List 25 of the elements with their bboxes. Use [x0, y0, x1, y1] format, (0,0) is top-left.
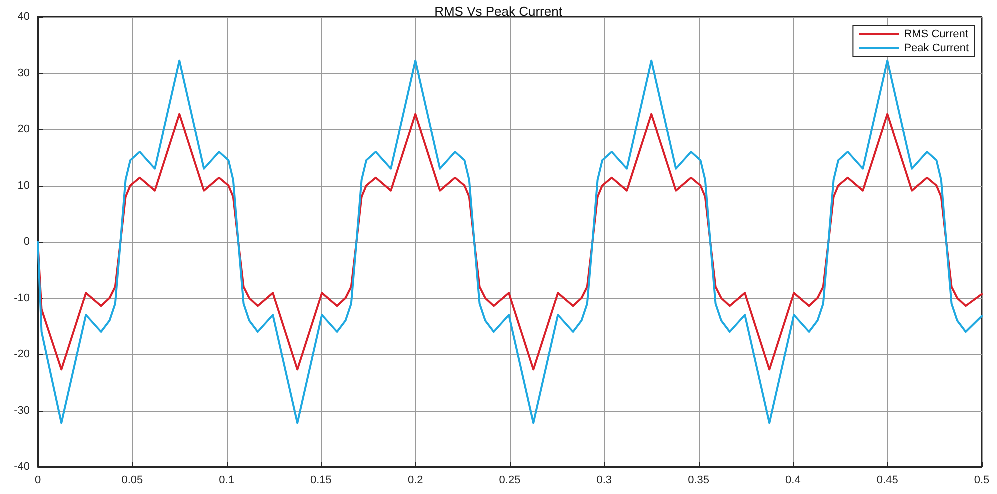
legend-label: Peak Current — [904, 42, 970, 54]
legend-label: RMS Current — [904, 28, 968, 40]
x-tick-label: 0.1 — [219, 474, 234, 486]
y-tick-label: -10 — [14, 292, 30, 304]
x-tick-label: 0.5 — [974, 474, 990, 486]
y-tick-label: 10 — [18, 180, 30, 192]
x-tick-label: 0.2 — [408, 474, 424, 486]
y-tick-label: -40 — [14, 461, 30, 473]
y-tick-label: 30 — [18, 67, 30, 80]
x-tick-label: 0.05 — [122, 474, 144, 486]
y-tick-label: 20 — [18, 124, 30, 136]
x-tick-label: 0.4 — [786, 474, 801, 486]
line-series — [37, 113, 983, 371]
x-tick-label: 0.45 — [876, 474, 898, 486]
x-tick-label: 0.3 — [596, 474, 612, 486]
chart-title: RMS Vs Peak Current — [434, 4, 563, 19]
line-series — [37, 60, 983, 424]
x-tick-label: 0 — [34, 474, 42, 486]
y-tick-label: -20 — [14, 348, 30, 360]
y-tick-label: 40 — [18, 11, 30, 23]
x-tick-label: 0.15 — [310, 474, 332, 486]
y-tick-label: 0 — [24, 236, 30, 248]
x-tick-label: 0.25 — [499, 474, 521, 486]
y-tick-label: -30 — [14, 404, 30, 417]
x-tick-label: 0.35 — [688, 474, 710, 486]
